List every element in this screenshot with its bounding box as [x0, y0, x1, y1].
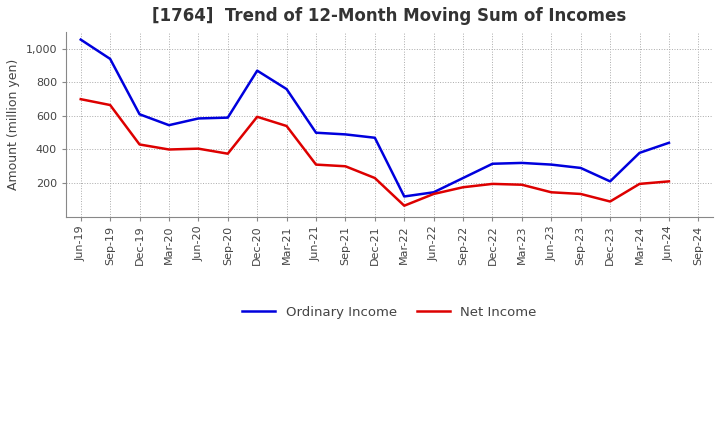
Ordinary Income — [577, 165, 585, 171]
Net Income — [429, 191, 438, 197]
Net Income — [577, 191, 585, 197]
Net Income — [194, 146, 203, 151]
Ordinary Income — [194, 116, 203, 121]
Net Income — [606, 199, 614, 204]
Title: [1764]  Trend of 12-Month Moving Sum of Incomes: [1764] Trend of 12-Month Moving Sum of I… — [153, 7, 626, 25]
Net Income — [223, 151, 232, 156]
Net Income — [312, 162, 320, 167]
Net Income — [165, 147, 174, 152]
Ordinary Income — [106, 56, 114, 62]
Ordinary Income — [459, 176, 467, 181]
Net Income — [665, 179, 673, 184]
Ordinary Income — [400, 194, 408, 199]
Ordinary Income — [312, 130, 320, 136]
Net Income — [106, 103, 114, 108]
Ordinary Income — [488, 161, 497, 166]
Net Income — [341, 164, 350, 169]
Ordinary Income — [518, 160, 526, 165]
Net Income — [488, 181, 497, 187]
Net Income — [135, 142, 144, 147]
Ordinary Income — [547, 162, 556, 167]
Line: Net Income: Net Income — [81, 99, 669, 206]
Net Income — [282, 123, 291, 128]
Ordinary Income — [371, 135, 379, 140]
Ordinary Income — [165, 122, 174, 128]
Ordinary Income — [282, 86, 291, 92]
Net Income — [518, 182, 526, 187]
Net Income — [400, 203, 408, 209]
Net Income — [635, 181, 644, 187]
Net Income — [459, 185, 467, 190]
Ordinary Income — [253, 68, 261, 73]
Ordinary Income — [223, 115, 232, 120]
Legend: Ordinary Income, Net Income: Ordinary Income, Net Income — [237, 301, 542, 324]
Ordinary Income — [665, 140, 673, 146]
Y-axis label: Amount (million yen): Amount (million yen) — [7, 59, 20, 190]
Net Income — [371, 176, 379, 181]
Ordinary Income — [341, 132, 350, 137]
Net Income — [76, 96, 85, 102]
Ordinary Income — [606, 179, 614, 184]
Line: Ordinary Income: Ordinary Income — [81, 40, 669, 197]
Net Income — [547, 190, 556, 195]
Ordinary Income — [76, 37, 85, 42]
Ordinary Income — [635, 150, 644, 155]
Net Income — [253, 114, 261, 119]
Ordinary Income — [135, 112, 144, 117]
Ordinary Income — [429, 190, 438, 195]
